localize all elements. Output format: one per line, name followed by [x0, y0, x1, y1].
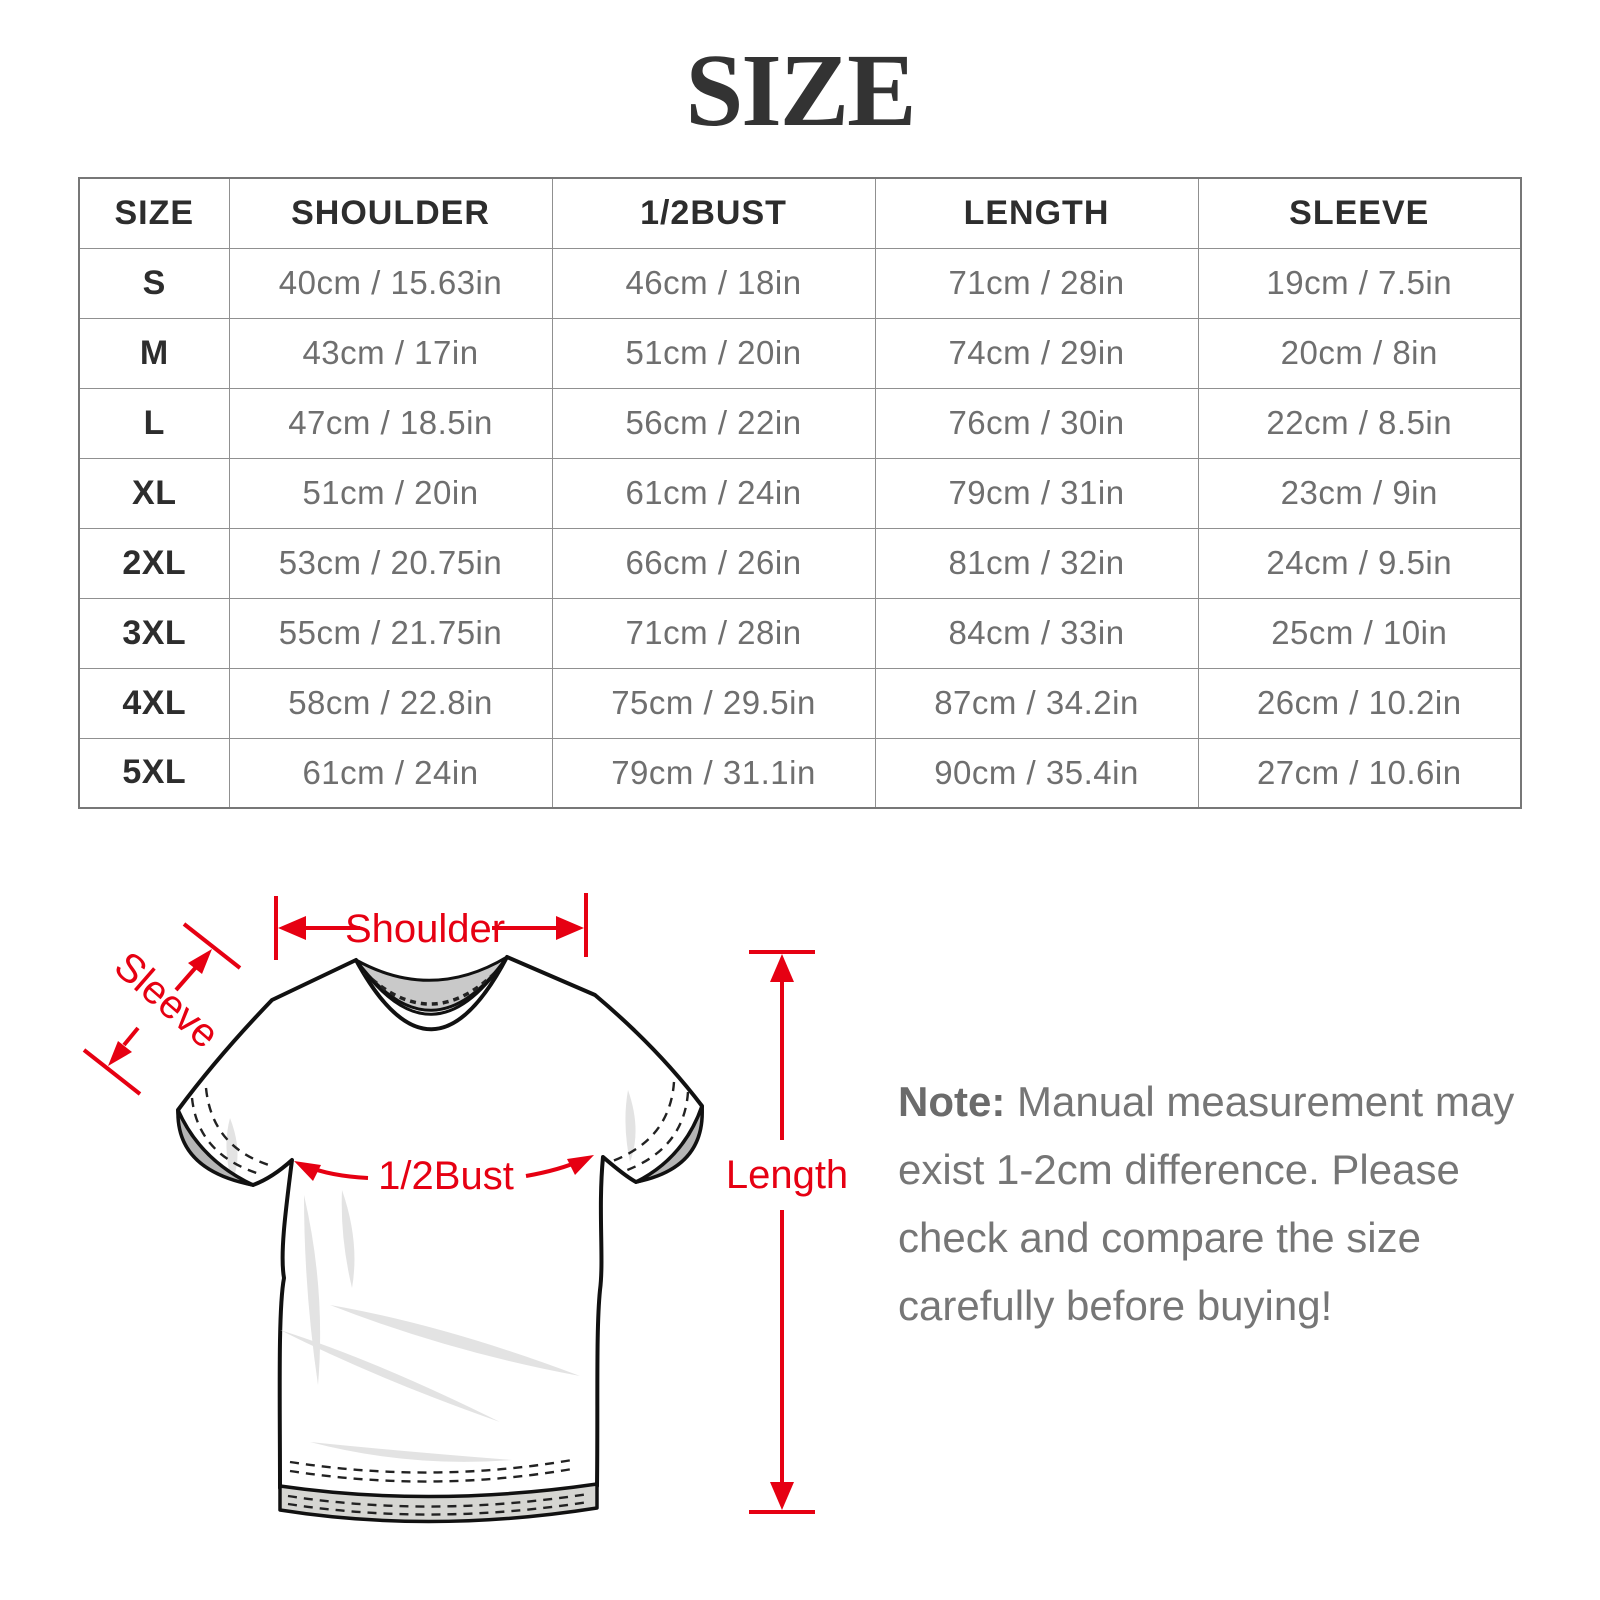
measurement-cell: 84cm / 33in — [874, 597, 1199, 669]
measurement-cell: 26cm / 10.2in — [1197, 667, 1522, 739]
measurement-cell: 61cm / 24in — [228, 737, 553, 809]
sleeve-label: Sleeve — [106, 943, 227, 1056]
measurement-cell: 58cm / 22.8in — [228, 667, 553, 739]
measurement-cell: 20cm / 8in — [1197, 317, 1522, 389]
collar-inner-edge — [357, 960, 506, 1016]
size-cell: 5XL — [78, 737, 230, 809]
left-cuff-stitching — [190, 1097, 264, 1177]
right-cuff-stitching — [621, 1091, 690, 1174]
measurement-cell: 90cm / 35.4in — [874, 737, 1199, 809]
size-cell: 2XL — [78, 527, 230, 599]
hem-upper-stitching — [289, 1467, 573, 1483]
measurement-cell: 51cm / 20in — [228, 457, 553, 529]
measurement-cell: 25cm / 10in — [1197, 597, 1522, 669]
measurement-cell: 79cm / 31.1in — [551, 737, 876, 809]
measurement-cell: 23cm / 9in — [1197, 457, 1522, 529]
table-row: 5XL 61cm / 24in 79cm / 31.1in 90cm / 35.4in… — [78, 737, 1522, 809]
wrinkle-shade — [310, 1442, 512, 1462]
wrinkle-shade — [304, 1195, 321, 1385]
size-cell: L — [78, 387, 230, 459]
measurement-cell: 46cm / 18in — [551, 247, 876, 319]
table-header-row: SIZE SHOULDER 1/2BUST LENGTH SLEEVE — [78, 177, 1522, 249]
measurement-cell: 74cm / 29in — [874, 317, 1199, 389]
left-cuff-stitching — [204, 1087, 273, 1168]
measurement-cell: 75cm / 29.5in — [551, 667, 876, 739]
wrinkle-shade — [330, 1305, 580, 1376]
measurement-cell: 19cm / 7.5in — [1197, 247, 1522, 319]
size-table-header: SIZE SHOULDER 1/2BUST LENGTH SLEEVE — [78, 177, 1522, 249]
note-line: carefully before buying! — [898, 1282, 1333, 1329]
measurement-cell: 79cm / 31in — [874, 457, 1199, 529]
wrinkle-shade — [625, 1090, 636, 1162]
measurement-cell: 66cm / 26in — [551, 527, 876, 599]
column-header: LENGTH — [874, 177, 1199, 249]
table-row: L 47cm / 18.5in 56cm / 22in 76cm / 30in 22cm… — [78, 387, 1522, 459]
size-table-body: S 40cm / 15.63in 46cm / 18in 71cm / 28in 19c… — [78, 247, 1522, 809]
table-row: 3XL 55cm / 21.75in 71cm / 28in 84cm / 33in 2… — [78, 597, 1522, 669]
measurement-cell: 71cm / 28in — [874, 247, 1199, 319]
collar-stitching — [362, 966, 502, 1006]
right-cuff-opening — [634, 1104, 704, 1184]
tshirt-illustration: Shoulder Sleeve 1/2Bust Length — [82, 893, 848, 1524]
size-cell: 3XL — [78, 597, 230, 669]
length-arrow — [749, 950, 815, 1514]
left-cuff-opening — [176, 1108, 255, 1187]
table-row: 4XL 58cm / 22.8in 75cm / 29.5in 87cm / 34.2… — [78, 667, 1522, 739]
hem-band-stitching — [287, 1500, 589, 1516]
measurement-cell: 76cm / 30in — [874, 387, 1199, 459]
right-cuff-stitching — [609, 1081, 676, 1164]
table-row: S 40cm / 15.63in 46cm / 18in 71cm / 28in 19c… — [78, 247, 1522, 319]
size-cell: 4XL — [78, 667, 230, 739]
wrinkle-shade — [226, 1118, 238, 1182]
table-row: M 43cm / 17in 51cm / 20in 74cm / 29in 20cm /… — [78, 317, 1522, 389]
tshirt-diagram: Shoulder Sleeve 1/2Bust Length — [80, 860, 848, 1560]
sleeve-arrow — [82, 922, 242, 1096]
hem-band-stitching — [287, 1492, 589, 1508]
measurement-cell: 81cm / 32in — [874, 527, 1199, 599]
measurement-cell: 71cm / 28in — [551, 597, 876, 669]
hem-upper-stitching — [289, 1458, 573, 1474]
column-header: SHOULDER — [228, 177, 553, 249]
measurement-cell: 24cm / 9.5in — [1197, 527, 1522, 599]
measurement-cell: 27cm / 10.6in — [1197, 737, 1522, 809]
measurement-cell: 61cm / 24in — [551, 457, 876, 529]
wrinkle-shade — [280, 1330, 500, 1422]
collar-band — [354, 955, 509, 1012]
table-row: XL 51cm / 20in 61cm / 24in 79cm / 31in 23cm … — [78, 457, 1522, 529]
shoulder-label: Shoulder — [345, 907, 505, 951]
note-line: check and compare the size — [898, 1214, 1421, 1261]
note-line: Note: Manual measurement may — [898, 1078, 1515, 1125]
size-cell: M — [78, 317, 230, 389]
half-bust-label: 1/2Bust — [378, 1154, 514, 1198]
measurement-cell: 53cm / 20.75in — [228, 527, 553, 599]
half-bust-arrow — [294, 1155, 594, 1181]
column-header: 1/2BUST — [551, 177, 876, 249]
note-label: Note: — [898, 1078, 1006, 1125]
length-label: Length — [726, 1153, 848, 1197]
note-line: exist 1-2cm difference. Please — [898, 1146, 1460, 1193]
measurement-cell: 40cm / 15.63in — [228, 247, 553, 319]
page-title: SIZE — [685, 33, 916, 148]
measurement-cell: 87cm / 34.2in — [874, 667, 1199, 739]
column-header: SLEEVE — [1197, 177, 1522, 249]
tshirt-outline — [176, 955, 704, 1501]
wrinkle-shade — [341, 1190, 355, 1288]
size-cell: S — [78, 247, 230, 319]
measurement-cell: 55cm / 21.75in — [228, 597, 553, 669]
table-row: 2XL 53cm / 20.75in 66cm / 26in 81cm / 32in 2… — [78, 527, 1522, 599]
note-text: Note: Manual measurement may exist 1-2cm … — [898, 1068, 1528, 1340]
measurement-cell: 47cm / 18.5in — [228, 387, 553, 459]
measurement-cell: 22cm / 8.5in — [1197, 387, 1522, 459]
shoulder-arrow — [274, 893, 588, 960]
size-cell: XL — [78, 457, 230, 529]
measurement-cell: 43cm / 17in — [228, 317, 553, 389]
column-header: SIZE — [78, 177, 230, 249]
measurement-cell: 56cm / 22in — [551, 387, 876, 459]
measurement-cell: 51cm / 20in — [551, 317, 876, 389]
size-table: SIZE SHOULDER 1/2BUST LENGTH SLEEVE S 40cm / … — [78, 177, 1522, 809]
